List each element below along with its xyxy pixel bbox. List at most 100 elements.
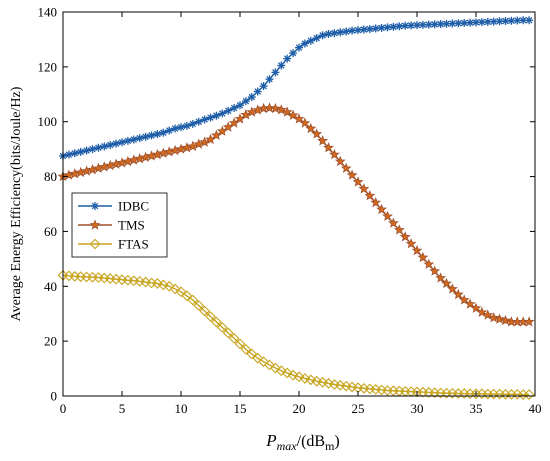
marker-tms xyxy=(346,169,358,180)
marker-idbc xyxy=(318,31,327,40)
marker-ftas xyxy=(181,290,193,302)
marker-tms xyxy=(387,217,399,228)
marker-tms xyxy=(293,113,305,124)
marker-idbc xyxy=(194,117,203,126)
marker-tms xyxy=(328,148,340,160)
marker-tms xyxy=(323,142,334,153)
x-tick-label: 5 xyxy=(119,401,126,416)
marker-idbc xyxy=(300,39,309,48)
marker-ftas xyxy=(293,371,305,383)
y-tick-label: 100 xyxy=(38,114,58,129)
marker-tms xyxy=(405,238,417,249)
marker-idbc xyxy=(212,111,221,120)
marker-idbc xyxy=(171,124,180,133)
marker-idbc xyxy=(135,134,144,143)
marker-tms xyxy=(464,298,476,309)
legend: IDBC TMS FTAS xyxy=(71,192,168,258)
marker-tms xyxy=(187,140,199,152)
marker-idbc xyxy=(165,126,174,135)
marker-ftas xyxy=(317,376,328,388)
marker-tms xyxy=(452,288,464,300)
marker-idbc xyxy=(395,22,404,31)
marker-idbc xyxy=(129,135,138,144)
marker-idbc xyxy=(507,16,516,25)
x-axis-label: Pmax/(dBm) xyxy=(265,431,340,453)
marker-tms xyxy=(275,104,287,115)
marker-tms xyxy=(393,224,405,235)
x-tick-label: 15 xyxy=(234,401,247,416)
marker-ftas xyxy=(199,305,210,317)
marker-idbc xyxy=(277,61,286,70)
marker-tms xyxy=(334,155,346,167)
marker-idbc xyxy=(123,136,132,145)
marker-ftas xyxy=(323,378,334,389)
y-tick-label: 140 xyxy=(38,5,58,20)
marker-tms xyxy=(523,316,535,327)
marker-idbc xyxy=(153,130,162,139)
marker-ftas xyxy=(240,343,252,355)
y-tick-label: 120 xyxy=(38,59,58,74)
marker-idbc xyxy=(295,43,303,52)
marker-ftas xyxy=(281,367,293,379)
marker-tms xyxy=(399,231,411,242)
marker-tms xyxy=(458,294,470,305)
marker-idbc xyxy=(94,143,103,152)
x-tick-label: 0 xyxy=(60,401,67,416)
marker-idbc xyxy=(188,119,197,128)
marker-ftas xyxy=(287,369,299,381)
marker-tms xyxy=(352,176,364,187)
x-tick-label: 35 xyxy=(470,401,483,416)
marker-ftas xyxy=(270,362,281,374)
marker-tms xyxy=(470,302,482,313)
marker-ftas xyxy=(169,283,181,295)
marker-ftas xyxy=(152,278,163,289)
marker-idbc xyxy=(460,18,469,27)
marker-ftas xyxy=(258,356,269,368)
marker-tms xyxy=(446,283,458,294)
marker-tms xyxy=(423,258,435,269)
marker-tms xyxy=(494,313,506,324)
marker-idbc xyxy=(306,36,315,45)
marker-idbc xyxy=(241,97,250,106)
legend-label-idbc: IDBC xyxy=(118,199,149,214)
marker-tms xyxy=(240,109,252,120)
marker-idbc xyxy=(64,150,73,159)
y-tick-label: 0 xyxy=(51,389,58,404)
marker-ftas xyxy=(211,316,222,328)
marker-ftas xyxy=(299,373,311,384)
marker-tms xyxy=(287,109,299,121)
marker-idbc xyxy=(289,49,298,58)
legend-label-ftas: FTAS xyxy=(118,237,149,252)
marker-idbc xyxy=(525,16,534,25)
marker-ftas xyxy=(205,311,216,322)
marker-tms xyxy=(281,106,293,117)
x-tick-label: 40 xyxy=(529,401,542,416)
marker-idbc xyxy=(253,87,262,96)
marker-tms xyxy=(417,251,429,263)
marker-idbc xyxy=(348,26,357,35)
marker-tms xyxy=(476,306,488,317)
marker-idbc xyxy=(224,106,233,115)
marker-idbc xyxy=(283,54,292,63)
marker-idbc xyxy=(141,132,150,141)
marker-ftas xyxy=(193,300,205,311)
legend-marker-tms xyxy=(89,219,101,230)
marker-tms xyxy=(429,265,441,276)
marker-idbc xyxy=(159,128,168,137)
series-line-idbc xyxy=(62,19,530,157)
marker-tms xyxy=(411,244,423,256)
marker-ftas xyxy=(275,365,287,377)
y-tick-label: 80 xyxy=(44,169,57,184)
marker-idbc xyxy=(82,146,91,155)
y-tick-label: 40 xyxy=(44,279,57,294)
marker-idbc xyxy=(218,109,227,118)
marker-tms xyxy=(482,309,494,320)
marker-ftas xyxy=(234,338,246,350)
marker-ftas xyxy=(216,322,228,333)
x-tick-label: 10 xyxy=(175,401,188,416)
marker-ftas xyxy=(523,389,535,401)
marker-idbc xyxy=(88,145,97,154)
marker-idbc xyxy=(106,141,115,150)
marker-tms xyxy=(435,272,447,283)
